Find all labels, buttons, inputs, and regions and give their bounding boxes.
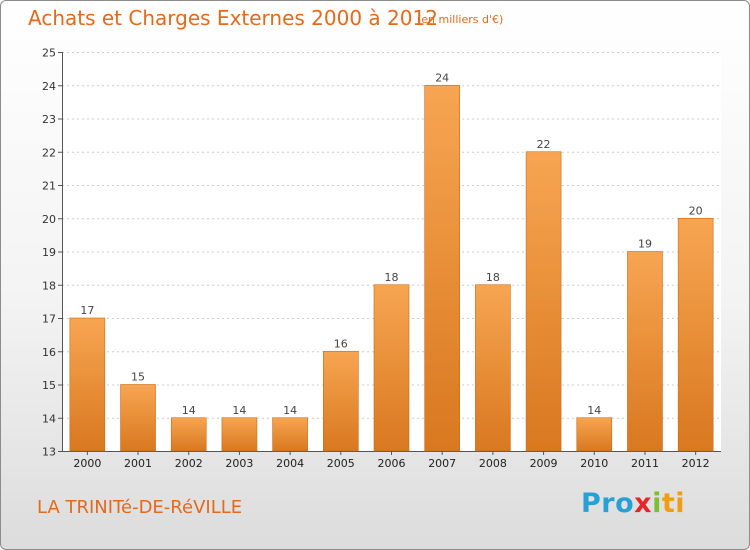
bar — [170, 417, 207, 452]
y-tick-label: 24 — [42, 80, 56, 93]
bar — [475, 284, 511, 452]
data-label: 14 — [232, 404, 246, 417]
data-label: 22 — [537, 138, 551, 151]
y-tick-label: 18 — [42, 279, 56, 292]
x-tick-label: 2010 — [580, 457, 608, 470]
data-label: 18 — [486, 271, 500, 284]
y-tick-label: 20 — [42, 213, 56, 226]
bar — [120, 384, 156, 452]
data-label: 18 — [385, 271, 399, 284]
chart-title: Achats et Charges Externes 2000 à 2012 — [28, 6, 438, 30]
y-tick-label: 13 — [42, 446, 56, 459]
data-label: 15 — [131, 371, 145, 384]
bar — [677, 217, 714, 452]
bar — [272, 417, 308, 452]
x-tick-label: 2005 — [327, 457, 355, 470]
y-tick-label: 23 — [42, 113, 56, 126]
data-label: 19 — [638, 238, 652, 251]
bar — [221, 417, 258, 452]
data-label: 16 — [334, 337, 348, 350]
x-tick-label: 2011 — [631, 457, 659, 470]
data-label: 14 — [283, 404, 297, 417]
logo-part-x: x — [634, 488, 653, 519]
logo-part-ti: ti — [661, 488, 686, 519]
logo-part-pro: Pro — [581, 488, 635, 519]
x-tick-label: 2004 — [276, 457, 304, 470]
x-tick-label: 2008 — [479, 457, 507, 470]
data-label: 14 — [182, 404, 196, 417]
y-tick-label: 25 — [42, 47, 56, 60]
x-tick-label: 2002 — [175, 457, 203, 470]
x-tick-label: 2000 — [73, 457, 101, 470]
bar — [627, 251, 663, 452]
commune-name: LA TRINITé-DE-RéVILLE — [37, 497, 243, 518]
y-tick-label: 15 — [42, 379, 56, 392]
x-tick-label: 2006 — [378, 457, 406, 470]
proxiti-logo: Proxiti — [581, 488, 685, 519]
x-tick-label: 2012 — [682, 457, 710, 470]
y-tick-label: 21 — [42, 180, 56, 193]
logo-part-i: i — [652, 488, 662, 519]
bar — [525, 151, 562, 452]
data-label: 24 — [435, 71, 449, 84]
x-tick-label: 2007 — [428, 457, 456, 470]
bar — [323, 350, 359, 452]
y-tick-label: 22 — [42, 146, 56, 159]
y-tick-label: 19 — [42, 246, 56, 259]
bar — [576, 417, 613, 452]
y-tick-label: 17 — [42, 313, 56, 326]
bar — [373, 284, 410, 452]
data-label: 20 — [689, 204, 703, 217]
x-tick-label: 2003 — [225, 457, 253, 470]
data-label: 17 — [80, 304, 94, 317]
x-tick-label: 2001 — [124, 457, 152, 470]
bar — [69, 317, 106, 452]
y-tick-label: 16 — [42, 346, 56, 359]
bar — [424, 84, 460, 452]
y-tick-label: 14 — [42, 412, 56, 425]
data-label: 14 — [587, 404, 601, 417]
chart-subtitle: (en milliers d'€) — [417, 13, 504, 26]
x-tick-label: 2009 — [530, 457, 558, 470]
